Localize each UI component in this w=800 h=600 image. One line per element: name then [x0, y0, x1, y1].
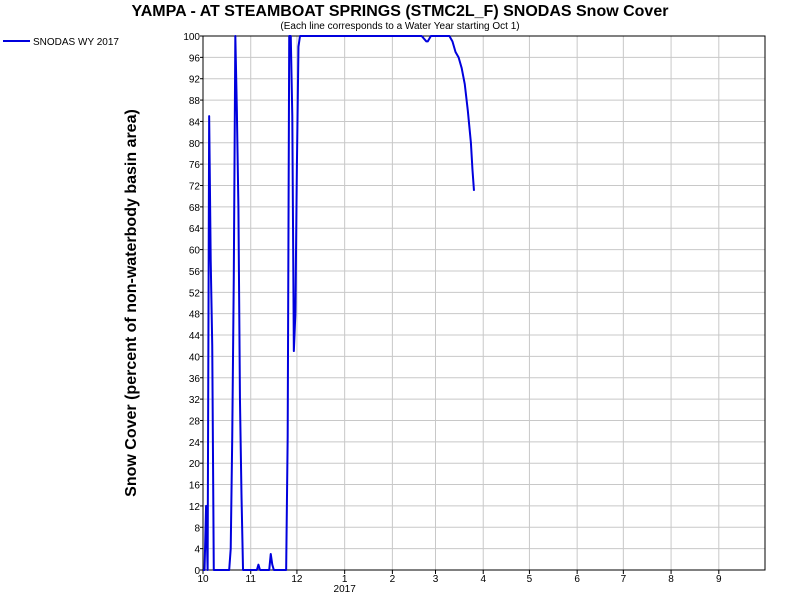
- y-tick-label: 48: [189, 310, 201, 321]
- y-tick-label: 60: [189, 246, 201, 257]
- y-axis-label: Snow Cover (percent of non-waterbody bas…: [123, 109, 140, 497]
- y-tick-label: 44: [189, 331, 201, 342]
- x-tick-label: 8: [668, 574, 674, 585]
- y-tick-label: 28: [189, 416, 201, 427]
- x-tick-label: 12: [291, 574, 303, 585]
- y-tick-label: 88: [189, 96, 201, 107]
- chart-title: YAMPA - AT STEAMBOAT SPRINGS (STMC2L_F) …: [132, 3, 669, 20]
- y-tick-label: 64: [189, 224, 201, 235]
- y-tick-label: 0: [194, 566, 200, 577]
- y-tick-label: 96: [189, 53, 201, 64]
- y-tick-label: 4: [194, 545, 200, 556]
- x-tick-label: 1: [342, 574, 348, 585]
- x-tick-label: 3: [433, 574, 439, 585]
- grid: [202, 35, 765, 571]
- series-line-0: [203, 35, 475, 571]
- chart-subtitle: (Each line corresponds to a Water Year s…: [280, 21, 519, 32]
- x-tick-label: 11: [246, 574, 257, 585]
- y-tick-label: 68: [189, 203, 201, 214]
- y-tick-label: 12: [189, 502, 201, 513]
- legend-label: SNODAS WY 2017: [33, 37, 119, 48]
- x-tick-label: 5: [527, 574, 533, 585]
- x-tick-label: 6: [574, 574, 580, 585]
- y-tick-label: 36: [189, 374, 201, 385]
- y-tick-label: 52: [189, 288, 201, 299]
- x-tick-label: 9: [716, 574, 722, 585]
- y-tick-label: 24: [189, 438, 201, 449]
- y-tick-label: 76: [189, 160, 201, 171]
- y-tick-label: 56: [189, 267, 201, 278]
- y-tick-label: 80: [189, 139, 201, 150]
- y-tick-label: 16: [189, 481, 201, 492]
- y-tick-label: 32: [189, 395, 201, 406]
- x-axis-ticks: 10 11 12 1 2 3 4 5 6 7 8 9: [197, 570, 722, 585]
- legend: SNODAS WY 2017: [3, 37, 119, 48]
- plot-area: [202, 35, 766, 571]
- x-tick-label: 2: [390, 574, 396, 585]
- y-axis-ticks: 0481216202428323640444852566064687276808…: [183, 32, 203, 577]
- x-tick-label: 10: [197, 574, 209, 585]
- y-tick-label: 72: [189, 182, 201, 193]
- y-tick-label: 8: [194, 523, 200, 534]
- y-tick-label: 92: [189, 75, 201, 86]
- y-tick-label: 84: [189, 117, 201, 128]
- y-tick-label: 100: [183, 32, 200, 43]
- x-axis-year-label: 2017: [334, 584, 357, 595]
- series-layer: [203, 35, 475, 571]
- y-tick-label: 20: [189, 459, 201, 470]
- x-tick-label: 7: [621, 574, 627, 585]
- y-tick-label: 40: [189, 352, 201, 363]
- x-tick-label: 4: [480, 574, 486, 585]
